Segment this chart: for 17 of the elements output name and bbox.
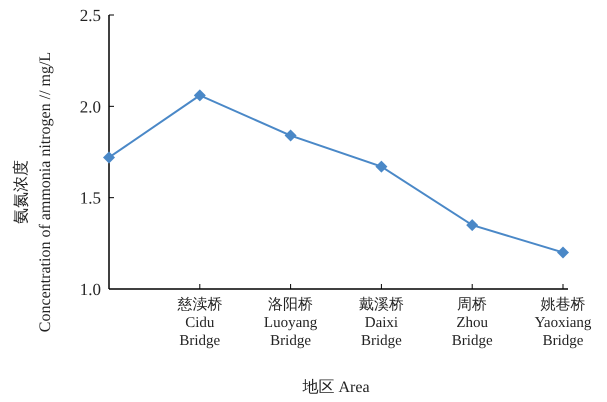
y-tick-label: 1.5 bbox=[80, 188, 101, 208]
x-tick-label: 慈渎桥 Cidu Bridge bbox=[176, 296, 222, 349]
point bbox=[194, 89, 206, 102]
y-axis-title: 氨氮浓度 Concentration of ammonia nitrogen // mg/L bbox=[12, 52, 54, 332]
y-tick-label: 2.0 bbox=[80, 97, 101, 116]
point bbox=[557, 246, 569, 258]
y-tick-label: 1.0 bbox=[80, 280, 101, 299]
point bbox=[375, 160, 388, 173]
point bbox=[466, 219, 478, 232]
x-tick-label: 姚巷桥 Yaoxiang Bridge bbox=[534, 296, 592, 349]
point bbox=[284, 130, 297, 142]
x-tick-label: 洛阳桥 Luoyang Bridge bbox=[264, 296, 318, 349]
x-tick-label: 戴溪桥 Daixi Bridge bbox=[358, 296, 404, 349]
y-tick-label: 2.5 bbox=[80, 6, 101, 25]
point bbox=[103, 151, 115, 164]
x-axis-title: 地区 Area bbox=[301, 378, 370, 396]
x-tick-label: 周桥 Zhou Bridge bbox=[452, 296, 493, 349]
